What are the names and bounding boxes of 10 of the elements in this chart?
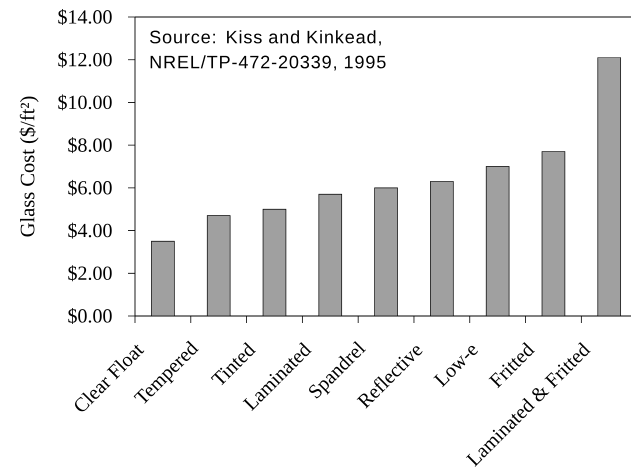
y-tick-label: $8.00 [68,137,112,154]
y-tick-label: $0.00 [68,308,112,324]
y-tick-label: $2.00 [68,265,112,282]
y-tick-label: $14.00 [58,9,112,26]
y-tick-label: $6.00 [68,180,112,196]
y-tick-label: $4.00 [68,222,112,239]
annotation: Source: Kiss and Kinkead, NREL/TP-472-20339, 1995 [150,30,386,71]
y-tick-label: $10.00 [58,94,112,110]
y-axis-title: Glass Cost ($/ft²) [19,96,39,236]
y-tick-label: $12.00 [58,52,112,68]
